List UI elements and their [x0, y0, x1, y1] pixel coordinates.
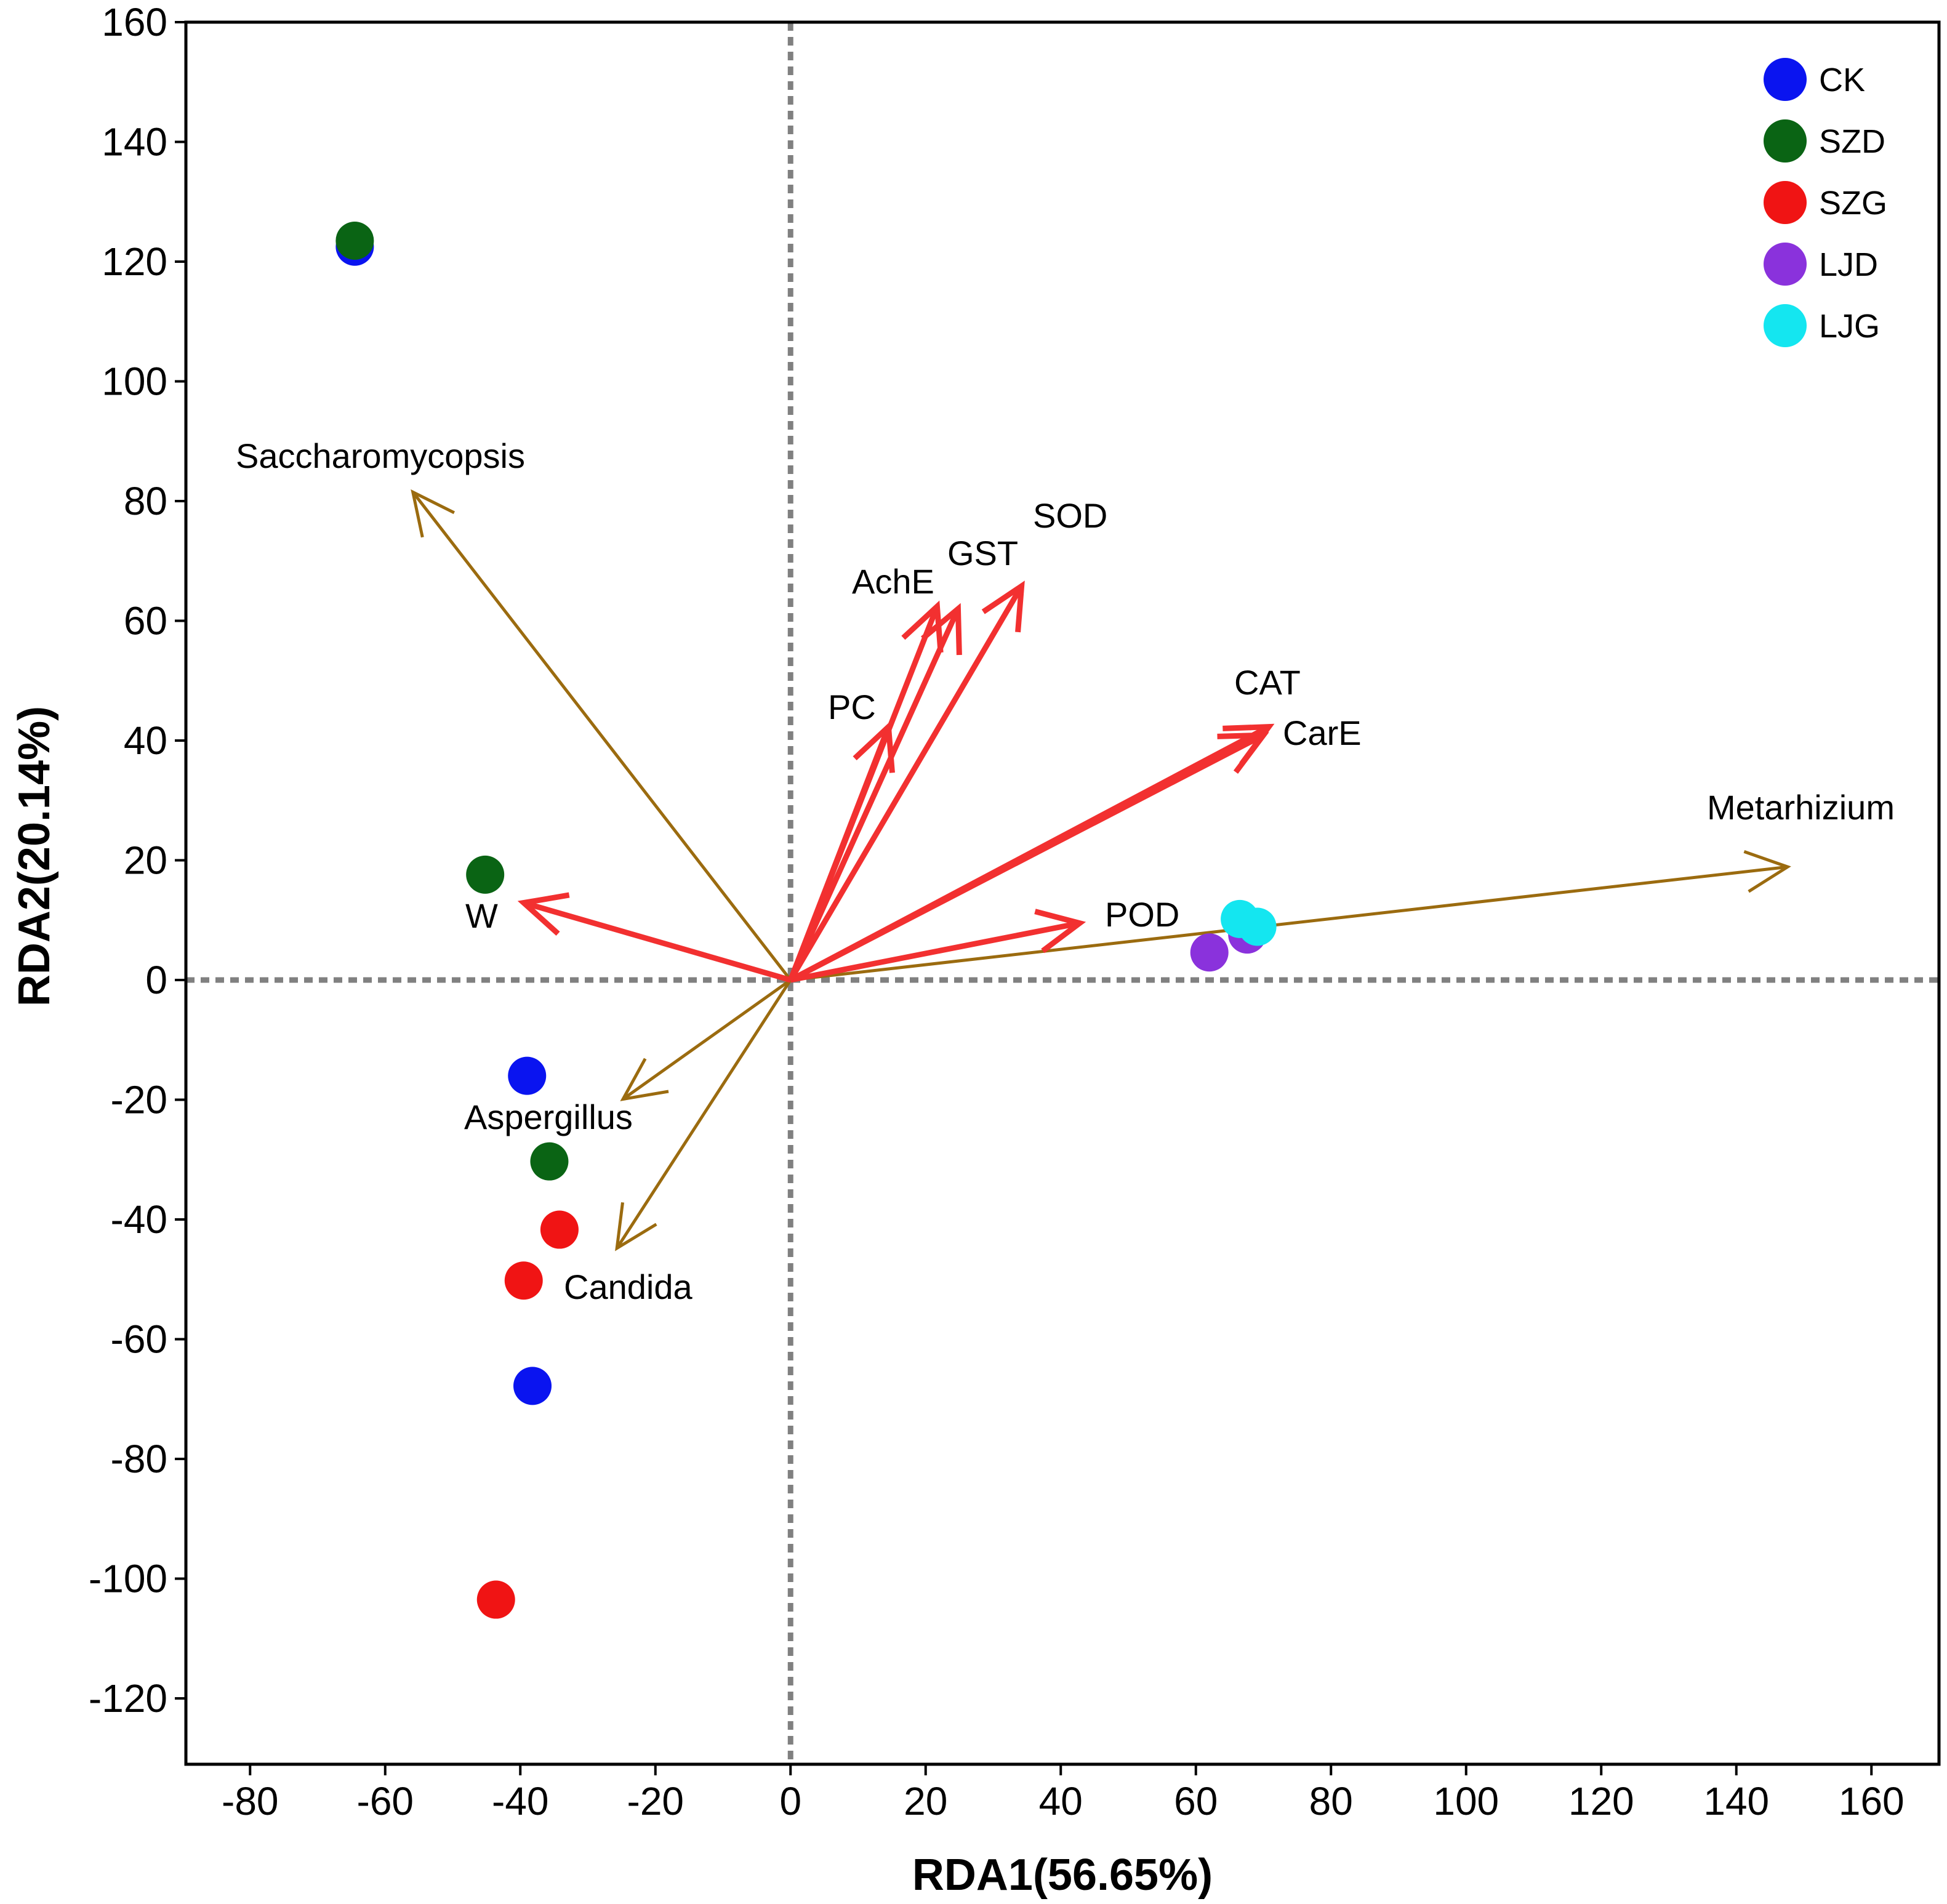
y-tick-label: 0: [145, 958, 167, 1002]
arrow-w-shaft: [523, 900, 792, 983]
arrow-candida-shaft: [616, 979, 792, 1250]
arrow-saccharomycopsis-shaft: [411, 491, 792, 981]
arrow-label-metarhizium: Metarhizium: [1707, 788, 1895, 827]
legend-marker-szd: [1764, 119, 1807, 163]
legend-marker-ck: [1764, 58, 1807, 101]
legend-label-ljg: LJG: [1819, 308, 1880, 345]
y-axis-title: RDA2(20.14%): [10, 706, 59, 1006]
x-tick-label: 120: [1568, 1779, 1634, 1823]
legend-marker-ljd: [1764, 243, 1807, 286]
x-tick-label: -80: [222, 1779, 279, 1823]
y-tick-label: 160: [102, 0, 167, 44]
arrow-label-aspergillus: Aspergillus: [464, 1098, 633, 1136]
legend-label-ck: CK: [1819, 62, 1865, 98]
y-tick-label: -100: [89, 1557, 167, 1601]
arrow-pod-shaft: [790, 920, 1080, 983]
point-szg: [540, 1210, 579, 1249]
arrow-pc-head: [853, 720, 895, 773]
point-szg: [504, 1261, 543, 1300]
point-szd: [335, 221, 374, 260]
point-szd: [466, 855, 505, 894]
y-tick-label: -60: [111, 1317, 168, 1362]
arrow-saccharomycopsis-head: [411, 489, 456, 538]
y-tick-label: 80: [124, 479, 167, 523]
x-tick-label: -40: [492, 1779, 549, 1823]
x-axis-title: RDA1(56.65%): [912, 1850, 1213, 1900]
x-tick-label: 40: [1039, 1779, 1083, 1823]
y-tick-label: -80: [111, 1437, 168, 1481]
x-tick-label: 160: [1839, 1779, 1905, 1823]
arrow-label-saccharomycopsis: Saccharomycopsis: [236, 436, 525, 475]
arrow-gst-shaft: [788, 608, 961, 981]
arrow-label-candida: Candida: [564, 1267, 692, 1306]
y-tick-label: 20: [124, 838, 167, 883]
legend-marker-ljg: [1764, 304, 1807, 347]
legend-label-szd: SZD: [1819, 123, 1885, 160]
point-ck: [508, 1056, 547, 1095]
arrow-w-head: [517, 892, 570, 936]
x-tick-label: 20: [904, 1779, 947, 1823]
arrow-pc-shaft: [788, 726, 891, 981]
arrow-label-cat: CAT: [1234, 663, 1301, 702]
x-tick-label: 100: [1433, 1779, 1499, 1823]
legend-marker-szg: [1764, 181, 1807, 224]
arrow-label-care: CarE: [1283, 713, 1362, 752]
x-tick-label: 60: [1174, 1779, 1218, 1823]
arrow-candida-head: [615, 1202, 657, 1251]
arrow-care-shaft: [789, 733, 1265, 983]
point-szd: [530, 1142, 569, 1181]
arrow-aspergillus-head: [620, 1058, 669, 1101]
legend-label-ljd: LJD: [1819, 246, 1878, 283]
arrow-label-pod: POD: [1105, 895, 1179, 934]
y-tick-label: -20: [111, 1078, 168, 1122]
x-tick-label: -60: [357, 1779, 414, 1823]
y-tick-label: -40: [111, 1197, 168, 1242]
arrow-aspergillus-shaft: [622, 978, 792, 1101]
legend-label-szg: SZG: [1819, 185, 1887, 222]
x-tick-label: 80: [1309, 1779, 1353, 1823]
legend: CK SZD SZG LJD LJG: [1764, 58, 1887, 347]
y-tick-label: 120: [102, 239, 167, 284]
y-tick-label: -120: [89, 1676, 167, 1721]
arrow-metarhizium-shaft: [790, 865, 1788, 982]
y-tick-label: 140: [102, 120, 167, 164]
point-ljg: [1238, 907, 1277, 946]
arrow-pod-head: [1034, 909, 1086, 954]
x-tick-label: 0: [779, 1779, 801, 1823]
arrow-label-w: W: [465, 896, 498, 935]
y-tick-label: 100: [102, 360, 167, 404]
point-szg: [476, 1580, 515, 1619]
y-tick-label: 40: [124, 718, 167, 763]
arrow-care-head: [1217, 732, 1269, 774]
arrow-gst-head: [921, 603, 962, 656]
arrow-metarhizium-head: [1743, 850, 1791, 893]
plot-frame: [184, 20, 1941, 1766]
arrow-sod-head: [981, 580, 1025, 633]
arrow-sod-shaft: [788, 584, 1024, 982]
arrow-label-ache: AchE: [852, 562, 934, 601]
point-ck: [513, 1367, 552, 1405]
arrow-label-gst: GST: [947, 534, 1018, 572]
y-tick-label: 60: [124, 599, 167, 643]
arrow-label-pc: PC: [828, 688, 876, 726]
x-tick-label: -20: [627, 1779, 684, 1823]
arrow-label-sod: SOD: [1033, 496, 1107, 535]
arrow-ache-head: [901, 600, 944, 653]
x-tick-label: 140: [1703, 1779, 1769, 1823]
point-ljd: [1190, 933, 1229, 972]
